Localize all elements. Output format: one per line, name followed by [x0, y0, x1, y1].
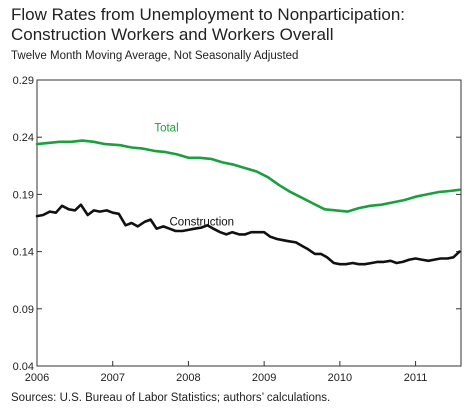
source-note: Sources: U.S. Bureau of Labor Statistics…: [11, 392, 331, 404]
chart-title-line-1: Flow Rates from Unemployment to Nonparti…: [11, 5, 405, 24]
series-line-construction: [35, 203, 461, 266]
y-tick-label: 0.29: [13, 75, 34, 87]
x-tick-label: 2008: [176, 372, 200, 384]
y-tick-label: 0.24: [13, 132, 34, 144]
series-label-total: Total: [154, 122, 178, 134]
x-tick-label: 2009: [252, 372, 276, 384]
x-tick-label: 2007: [100, 372, 124, 384]
plot-frame: [36, 79, 462, 367]
y-tick-label: 0.19: [13, 189, 34, 201]
series-label-construction: Construction: [170, 216, 235, 228]
y-tick-label: 0.14: [13, 247, 34, 259]
y-tick-label: 0.04: [13, 361, 34, 373]
chart-title-line-2: Construction Workers and Workers Overall: [11, 25, 334, 44]
x-tick-label: 2010: [328, 372, 352, 384]
chart-subtitle: Twelve Month Moving Average, Not Seasona…: [11, 50, 299, 62]
x-tick-label: 2011: [404, 372, 428, 384]
series-line-total: [35, 139, 461, 213]
y-tick-label: 0.09: [13, 304, 34, 316]
x-axis: 2006 2007 2008 2009 2010 2011: [25, 361, 428, 384]
y-axis: 0.04 0.09 0.14 0.19 0.24 0.29: [13, 75, 461, 373]
x-tick-label: 2006: [25, 372, 49, 384]
series-layer: Total Construction: [35, 122, 461, 266]
chart-title: Flow Rates from Unemployment to Nonparti…: [11, 5, 405, 45]
